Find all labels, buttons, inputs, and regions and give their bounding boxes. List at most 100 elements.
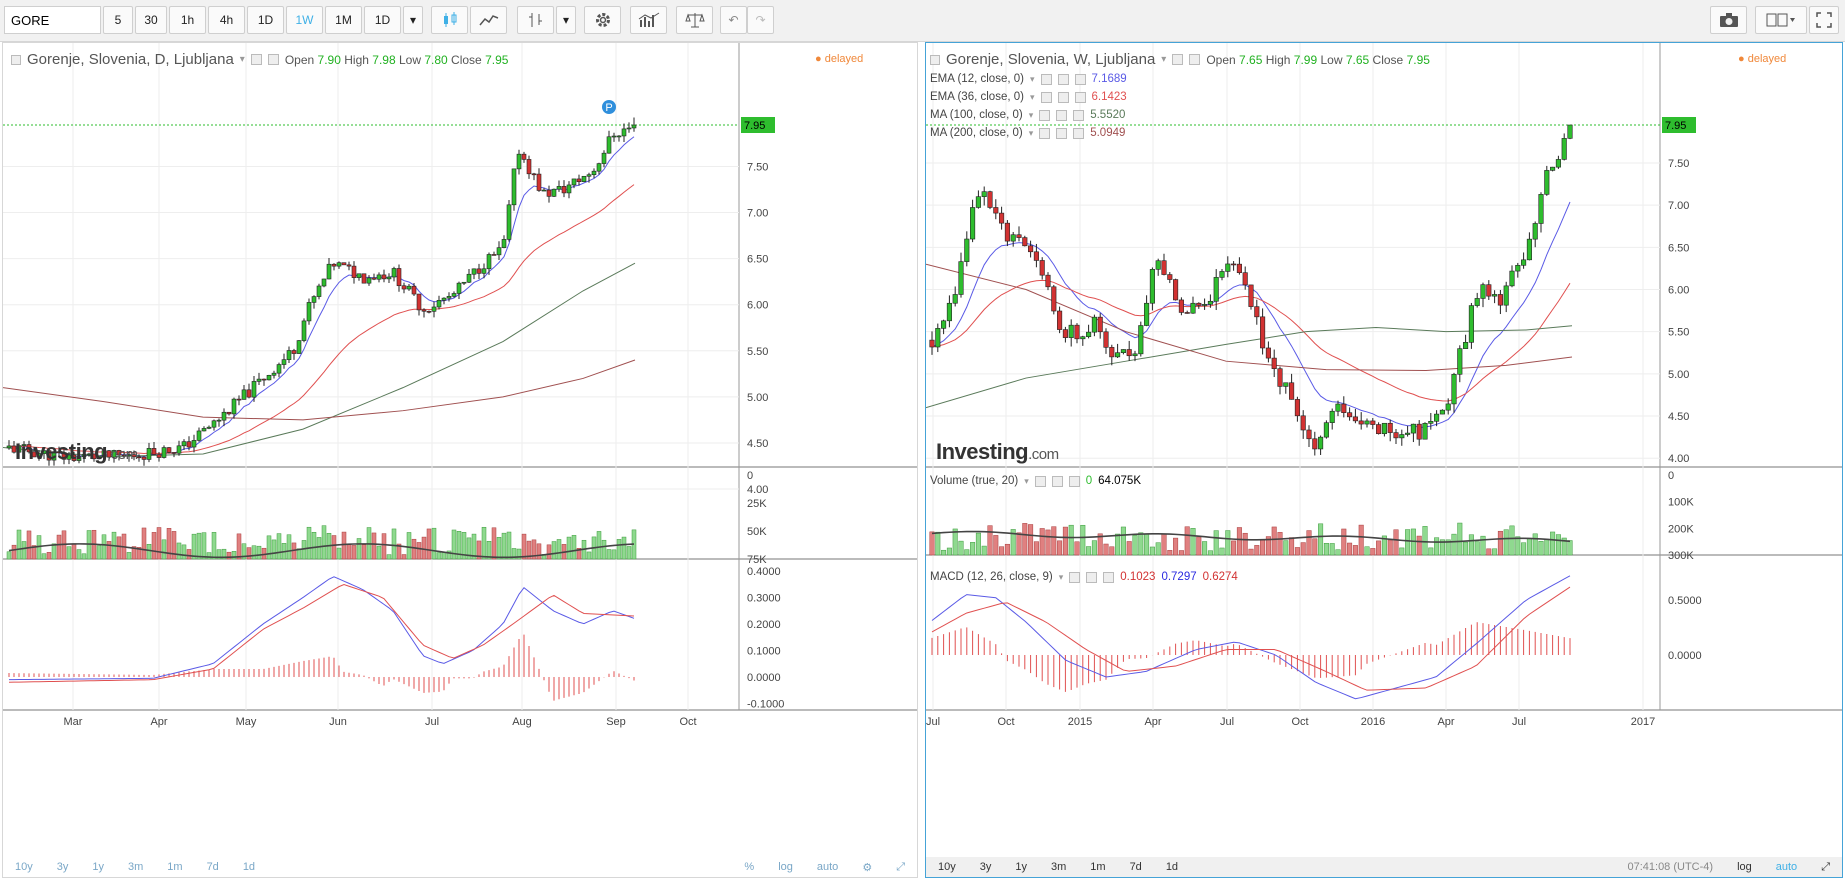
- range-7d[interactable]: 7d: [1129, 861, 1142, 873]
- volume-bar: [576, 548, 582, 560]
- settings-icon[interactable]: [1040, 91, 1052, 103]
- chevron-down-icon[interactable]: ▾: [1024, 475, 1029, 486]
- collapse-icon[interactable]: [930, 54, 940, 65]
- daily-chart-canvas[interactable]: 7.50 7.00 6.50 6.00 5.50 5.00 4.50 4.00 Mar Apr Ma…: [3, 43, 917, 857]
- candle-body: [1422, 423, 1428, 440]
- indicators-button[interactable]: [630, 6, 667, 34]
- candle-body: [1236, 263, 1242, 273]
- redo-button[interactable]: ↷: [747, 6, 774, 34]
- range-3m[interactable]: 3m: [1051, 861, 1067, 873]
- range-3y[interactable]: 3y: [979, 861, 992, 873]
- range-10y[interactable]: 10y: [938, 861, 956, 873]
- range-1m[interactable]: 1m: [167, 861, 183, 873]
- volume-bar: [1405, 529, 1411, 556]
- indicator-ema12[interactable]: EMA (12, close, 0) ▾ 7.1689: [930, 73, 1127, 85]
- range-1y[interactable]: 1y: [1015, 861, 1027, 873]
- chart-style-dropdown-button[interactable]: ▾: [556, 6, 576, 34]
- close-icon[interactable]: [1073, 127, 1085, 139]
- settings-icon[interactable]: [1039, 109, 1051, 121]
- line-chart-button[interactable]: [470, 6, 507, 34]
- chevron-down-icon[interactable]: ▾: [239, 54, 245, 65]
- interval-1w-button[interactable]: 1W: [286, 6, 323, 34]
- range-1d[interactable]: 1d: [242, 861, 256, 873]
- candle-body: [126, 454, 132, 457]
- gear-icon[interactable]: ⚙: [862, 861, 873, 874]
- hide-icon[interactable]: [1057, 91, 1069, 103]
- volume-bar: [151, 532, 157, 560]
- candle-body: [1242, 272, 1248, 286]
- indicator-ma200[interactable]: MA (200, close, 0) ▾ 5.0949: [930, 127, 1125, 139]
- interval-custom-button[interactable]: 1D: [364, 6, 401, 34]
- close-icon[interactable]: [1068, 475, 1080, 487]
- settings-icon[interactable]: [1034, 475, 1046, 487]
- indicator-ma100[interactable]: MA (100, close, 0) ▾ 5.5520: [930, 109, 1125, 121]
- settings-icon[interactable]: [1172, 54, 1184, 65]
- range-3y[interactable]: 3y: [56, 861, 69, 873]
- chevron-down-icon[interactable]: ▾: [1161, 54, 1167, 65]
- interval-4h-button[interactable]: 4h: [208, 6, 245, 34]
- range-1d[interactable]: 1d: [1165, 861, 1179, 873]
- chart-pane-daily[interactable]: 7.50 7.00 6.50 6.00 5.50 5.00 4.50 4.00 Mar Apr Ma…: [2, 42, 918, 878]
- undo-button[interactable]: ↶: [720, 6, 747, 34]
- hide-icon[interactable]: [1056, 109, 1068, 121]
- snapshot-button[interactable]: [1710, 6, 1747, 34]
- ma200-line: [3, 359, 636, 421]
- fullscreen-button[interactable]: [1809, 6, 1839, 34]
- interval-1m-button[interactable]: 1M: [325, 6, 362, 34]
- range-10y[interactable]: 10y: [15, 861, 33, 873]
- expand-icon[interactable]: ⤢: [896, 860, 905, 873]
- percent-scale-toggle[interactable]: %: [744, 861, 755, 873]
- hide-icon[interactable]: [1189, 54, 1201, 65]
- symbol-input[interactable]: GORE: [4, 6, 101, 34]
- range-1m[interactable]: 1m: [1090, 861, 1106, 873]
- weekly-chart-canvas[interactable]: 7.50 7.00 6.50 6.00 5.50 5.00 4.50 4.00 Jul Oct 20…: [926, 43, 1842, 857]
- log-scale-toggle[interactable]: log: [778, 861, 793, 873]
- interval-1d-button[interactable]: 1D: [247, 6, 284, 34]
- settings-icon[interactable]: [1069, 571, 1081, 583]
- collapse-icon[interactable]: [11, 54, 21, 65]
- settings-icon[interactable]: [250, 54, 262, 65]
- chart-pane-weekly[interactable]: 7.50 7.00 6.50 6.00 5.50 5.00 4.50 4.00 Jul Oct 20…: [925, 42, 1843, 878]
- close-icon[interactable]: [1103, 571, 1115, 583]
- range-7d[interactable]: 7d: [206, 861, 219, 873]
- volume-bar: [1335, 549, 1341, 556]
- hide-icon[interactable]: [1057, 73, 1069, 85]
- compare-button[interactable]: [676, 6, 713, 34]
- hide-icon[interactable]: [1051, 475, 1063, 487]
- volume-legend[interactable]: Volume (true, 20) ▾ 0 64.075K: [930, 475, 1141, 487]
- volume-bar: [136, 547, 142, 560]
- chevron-down-icon[interactable]: ▾: [1028, 109, 1034, 120]
- interval-dropdown-button[interactable]: ▾: [403, 6, 423, 34]
- candle-body: [146, 448, 152, 460]
- interval-1h-button[interactable]: 1h: [169, 6, 206, 34]
- auto-scale-toggle[interactable]: auto: [1775, 861, 1798, 873]
- range-1y[interactable]: 1y: [92, 861, 104, 873]
- close-icon[interactable]: [1074, 73, 1086, 85]
- chevron-down-icon[interactable]: ▾: [1058, 571, 1064, 582]
- close-icon[interactable]: [1074, 91, 1086, 103]
- settings-icon[interactable]: [1039, 127, 1051, 139]
- layout-button[interactable]: [1755, 6, 1807, 34]
- macd-legend[interactable]: MACD (12, 26, close, 9) ▾ 0.1023 0.7297 0.62…: [930, 571, 1238, 583]
- candle-body: [1155, 260, 1161, 270]
- chevron-down-icon[interactable]: ▾: [1029, 91, 1035, 102]
- hide-icon[interactable]: [267, 54, 279, 65]
- chevron-down-icon[interactable]: ▾: [1029, 73, 1035, 84]
- expand-icon[interactable]: ⤢: [1821, 860, 1830, 873]
- candle-body: [601, 152, 607, 164]
- close-icon[interactable]: [1073, 109, 1085, 121]
- candles-chart-button[interactable]: [431, 6, 468, 34]
- volume-bar: [16, 529, 22, 560]
- bar-style-button[interactable]: [517, 6, 554, 34]
- hide-icon[interactable]: [1086, 571, 1098, 583]
- auto-scale-toggle[interactable]: auto: [816, 861, 839, 873]
- indicator-ema36[interactable]: EMA (36, close, 0) ▾ 6.1423: [930, 91, 1127, 103]
- hide-icon[interactable]: [1056, 127, 1068, 139]
- interval-5-button[interactable]: 5: [103, 6, 133, 34]
- settings-button[interactable]: [584, 6, 621, 34]
- chevron-down-icon[interactable]: ▾: [1028, 127, 1034, 138]
- interval-30-button[interactable]: 30: [135, 6, 167, 34]
- settings-icon[interactable]: [1040, 73, 1052, 85]
- log-scale-toggle[interactable]: log: [1737, 861, 1752, 873]
- range-3m[interactable]: 3m: [128, 861, 144, 873]
